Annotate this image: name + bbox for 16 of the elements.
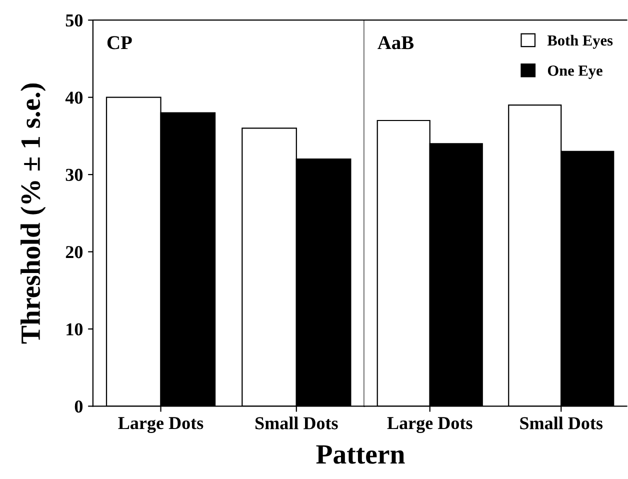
legend-label: One Eye (548, 66, 602, 79)
y-axis-title: Threshold (% ± 1 s.e.) (20, 84, 46, 344)
y-tick-label: 0 (74, 400, 83, 413)
y-tick-label: 50 (66, 14, 83, 27)
text: AaB (378, 36, 414, 50)
y-tick-label: 40 (65, 92, 83, 104)
x-tick-label: Large Dots (387, 417, 472, 433)
y-tick-label: 30 (66, 168, 83, 181)
y-tick-label: 20 (66, 246, 83, 258)
text: CP (107, 36, 132, 50)
x-tick-label: Small Dots (520, 416, 603, 430)
y-tick-label: 10 (66, 323, 83, 336)
legend-label: Both Eyes (547, 34, 613, 49)
x-tick-label: Small Dots (256, 416, 338, 430)
x-axis-title: Pattern (316, 445, 405, 464)
x-tick-label: Large Dots (118, 417, 204, 433)
